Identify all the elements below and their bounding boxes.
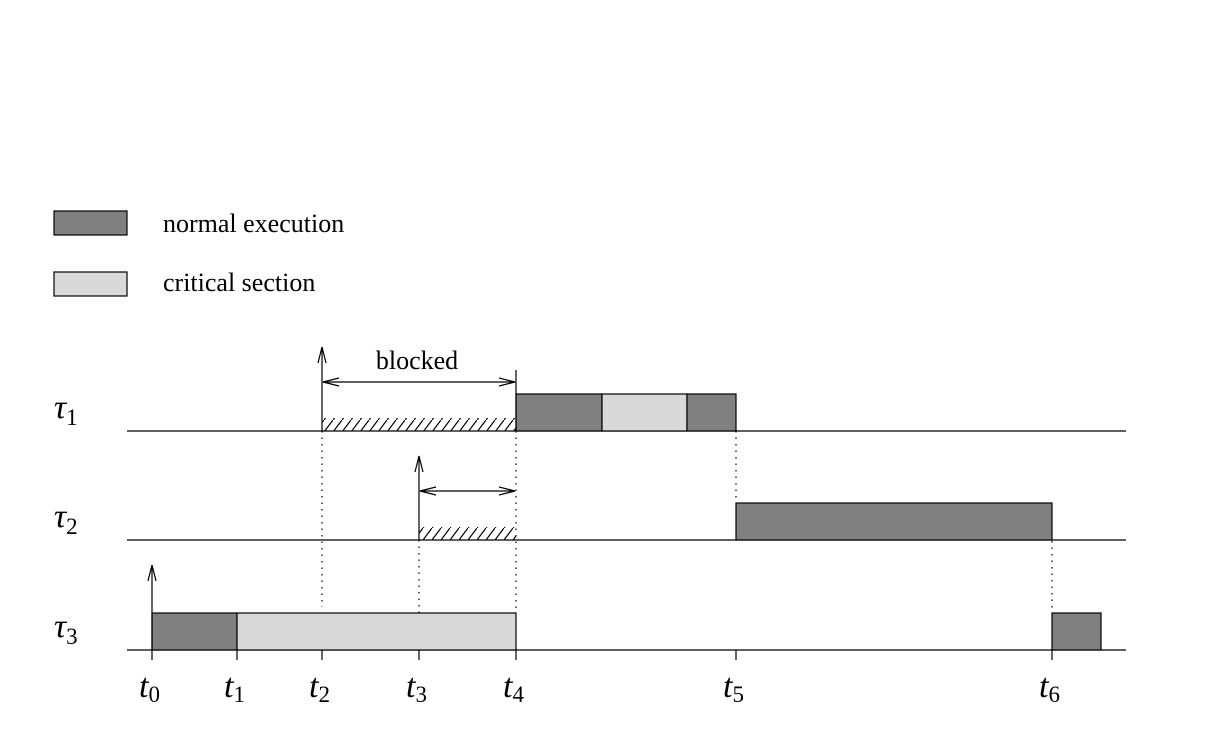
time-t4-subscript: 4	[512, 682, 524, 707]
time-label-t5: t5	[723, 668, 744, 707]
time-label-t6: t6	[1039, 668, 1060, 707]
legend: normal execution critical section	[53, 209, 344, 297]
time-t4-symbol: t	[503, 668, 514, 705]
legend-critical-label: critical section	[163, 268, 315, 297]
dotted-guides	[321, 431, 1053, 648]
task-labels: τ1 τ2 τ3	[54, 389, 78, 649]
time-t1-subscript: 1	[233, 682, 245, 707]
time-t0-symbol: t	[139, 668, 150, 705]
task-1-blocked-hatch	[322, 418, 516, 431]
task-2-subscript: 2	[66, 514, 78, 539]
task-2-normal-block	[735, 502, 1053, 541]
legend-normal-label: normal execution	[163, 209, 344, 238]
time-t2-subscript: 2	[318, 682, 330, 707]
task-3-row	[127, 564, 1126, 651]
time-t2-symbol: t	[309, 668, 320, 705]
task-label-1: τ1	[54, 389, 78, 430]
task-1-arrival-arrow	[317, 346, 327, 431]
task-3-critical-block	[236, 612, 517, 651]
task-2-row	[127, 455, 1126, 541]
time-t5-subscript: 5	[732, 682, 744, 707]
task-2-symbol: τ	[54, 498, 68, 535]
legend-normal-swatch	[53, 210, 128, 236]
task-2-blocked-double-arrow	[419, 486, 516, 496]
task-1-normal-block-2	[686, 393, 737, 432]
time-label-t3: t3	[406, 668, 427, 707]
task-2-blocked-hatch	[419, 527, 516, 540]
task-1-critical-block	[601, 393, 688, 432]
task-1-normal-block-1	[515, 393, 603, 432]
task-1-subscript: 1	[66, 405, 78, 430]
task-3-normal-block-1	[151, 612, 238, 651]
legend-critical-swatch	[53, 271, 128, 297]
time-t0-subscript: 0	[148, 682, 160, 707]
time-t3-subscript: 3	[415, 682, 427, 707]
task-1-blocked-double-arrow	[322, 377, 516, 387]
time-t5-symbol: t	[723, 668, 734, 705]
task-3-normal-block-2	[1051, 612, 1102, 651]
time-ticks	[151, 650, 1053, 660]
task-label-2: τ2	[54, 498, 78, 539]
time-label-t0: t0	[139, 668, 160, 707]
time-label-t2: t2	[309, 668, 330, 707]
task-3-symbol: τ	[54, 608, 68, 645]
task-3-arrival-arrow	[147, 564, 157, 650]
time-labels: t0 t1 t2 t3 t4 t5 t6	[139, 668, 1060, 707]
task-2-arrival-arrow	[414, 455, 424, 540]
time-label-t4: t4	[503, 668, 524, 707]
task-label-3: τ3	[54, 608, 78, 649]
time-t6-symbol: t	[1039, 668, 1050, 705]
time-t3-symbol: t	[406, 668, 417, 705]
time-t1-symbol: t	[224, 668, 235, 705]
blocked-label: blocked	[376, 346, 458, 375]
time-label-t1: t1	[224, 668, 245, 707]
task-1-row: blocked	[127, 346, 1126, 432]
time-t6-subscript: 6	[1048, 682, 1060, 707]
task-3-subscript: 3	[66, 624, 78, 649]
task-1-symbol: τ	[54, 389, 68, 426]
